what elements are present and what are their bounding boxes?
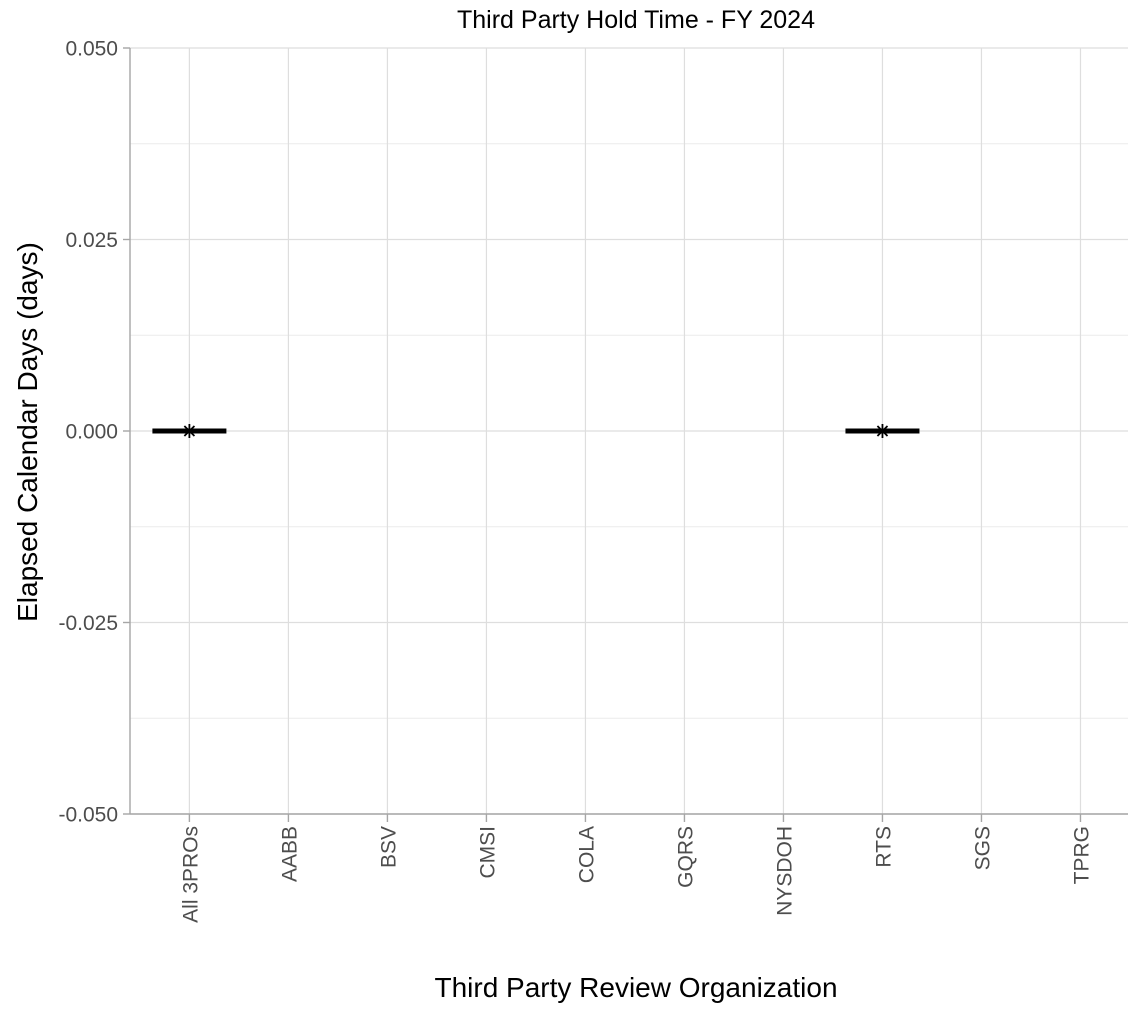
x-axis-title: Third Party Review Organization [434, 972, 837, 1003]
y-tick-label: -0.050 [58, 804, 118, 827]
x-tick-label: COLA [575, 826, 598, 883]
x-tick-label: SGS [971, 826, 994, 870]
mean-point-stroke [876, 425, 889, 437]
mean-point [182, 424, 197, 438]
data-marks [152, 424, 920, 438]
x-tick-label: All 3PROs [179, 826, 202, 923]
x-tick-label: AABB [278, 826, 301, 882]
mean-point [875, 424, 890, 438]
x-tick-label: CMSI [476, 826, 499, 879]
mean-point-stroke [183, 425, 196, 437]
chart-title: Third Party Hold Time - FY 2024 [457, 6, 815, 34]
axes [123, 47, 1128, 822]
x-tick-label: TPRG [1070, 826, 1093, 884]
x-tick-label: GQRS [674, 826, 697, 888]
x-tick-label: NYSDOH [773, 826, 796, 916]
x-tick-label: RTS [872, 826, 895, 868]
y-tick-label: 0.050 [65, 38, 118, 61]
y-tick-labels: -0.050 -0.025 0.000 0.025 0.050 [58, 38, 118, 827]
y-axis-title: Elapsed Calendar Days (days) [12, 242, 43, 622]
x-tick-label: BSV [377, 826, 400, 868]
y-tick-label: 0.000 [65, 421, 118, 444]
y-tick-label: -0.025 [58, 612, 118, 635]
x-tick-labels: All 3PROs AABB BSV CMSI COLA GQRS NYSDOH RTS SGS… [179, 826, 1093, 923]
y-tick-label: 0.025 [65, 229, 118, 252]
grid [130, 47, 1128, 815]
